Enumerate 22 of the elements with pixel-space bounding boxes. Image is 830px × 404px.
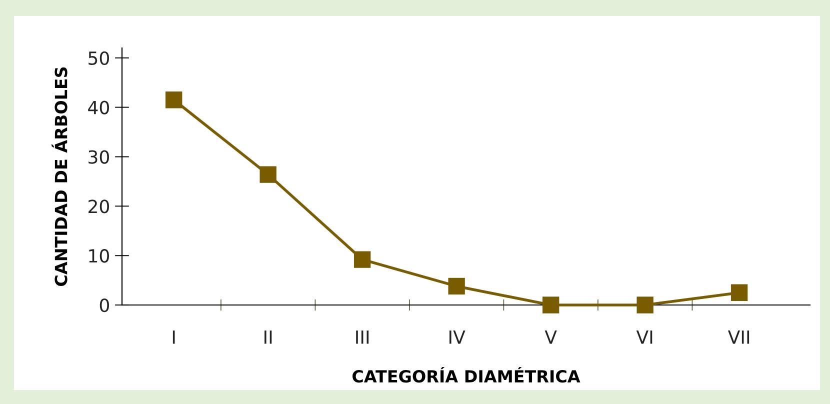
- point: [260, 166, 276, 183]
- y-tick-label: 0: [100, 298, 109, 312]
- point: [354, 251, 371, 268]
- y-axis-title: CANTIDAD DE ÁRBOLES: [52, 67, 68, 286]
- x-tick-label: I: [172, 330, 175, 344]
- x-tick-label: II: [264, 330, 272, 344]
- x-tick-label: IV: [450, 330, 466, 344]
- x-tick-label: VI: [636, 330, 652, 344]
- y-tick-label: 10: [89, 249, 109, 263]
- point: [166, 92, 182, 108]
- x-tick-label: III: [356, 330, 369, 344]
- point: [542, 296, 560, 314]
- point: [730, 284, 748, 301]
- x-axis-title: CATEGORÍA DIAMÉTRICA: [352, 366, 580, 383]
- x-tick-label: V: [544, 330, 557, 344]
- point: [448, 278, 465, 295]
- y-tick-label: 50: [88, 51, 109, 65]
- y-tick-label: 20: [88, 200, 109, 214]
- x-tick-label: VII: [728, 330, 750, 344]
- point: [636, 296, 654, 314]
- y-tick-label: 30: [88, 150, 109, 164]
- y-tick-label: 40: [88, 100, 109, 114]
